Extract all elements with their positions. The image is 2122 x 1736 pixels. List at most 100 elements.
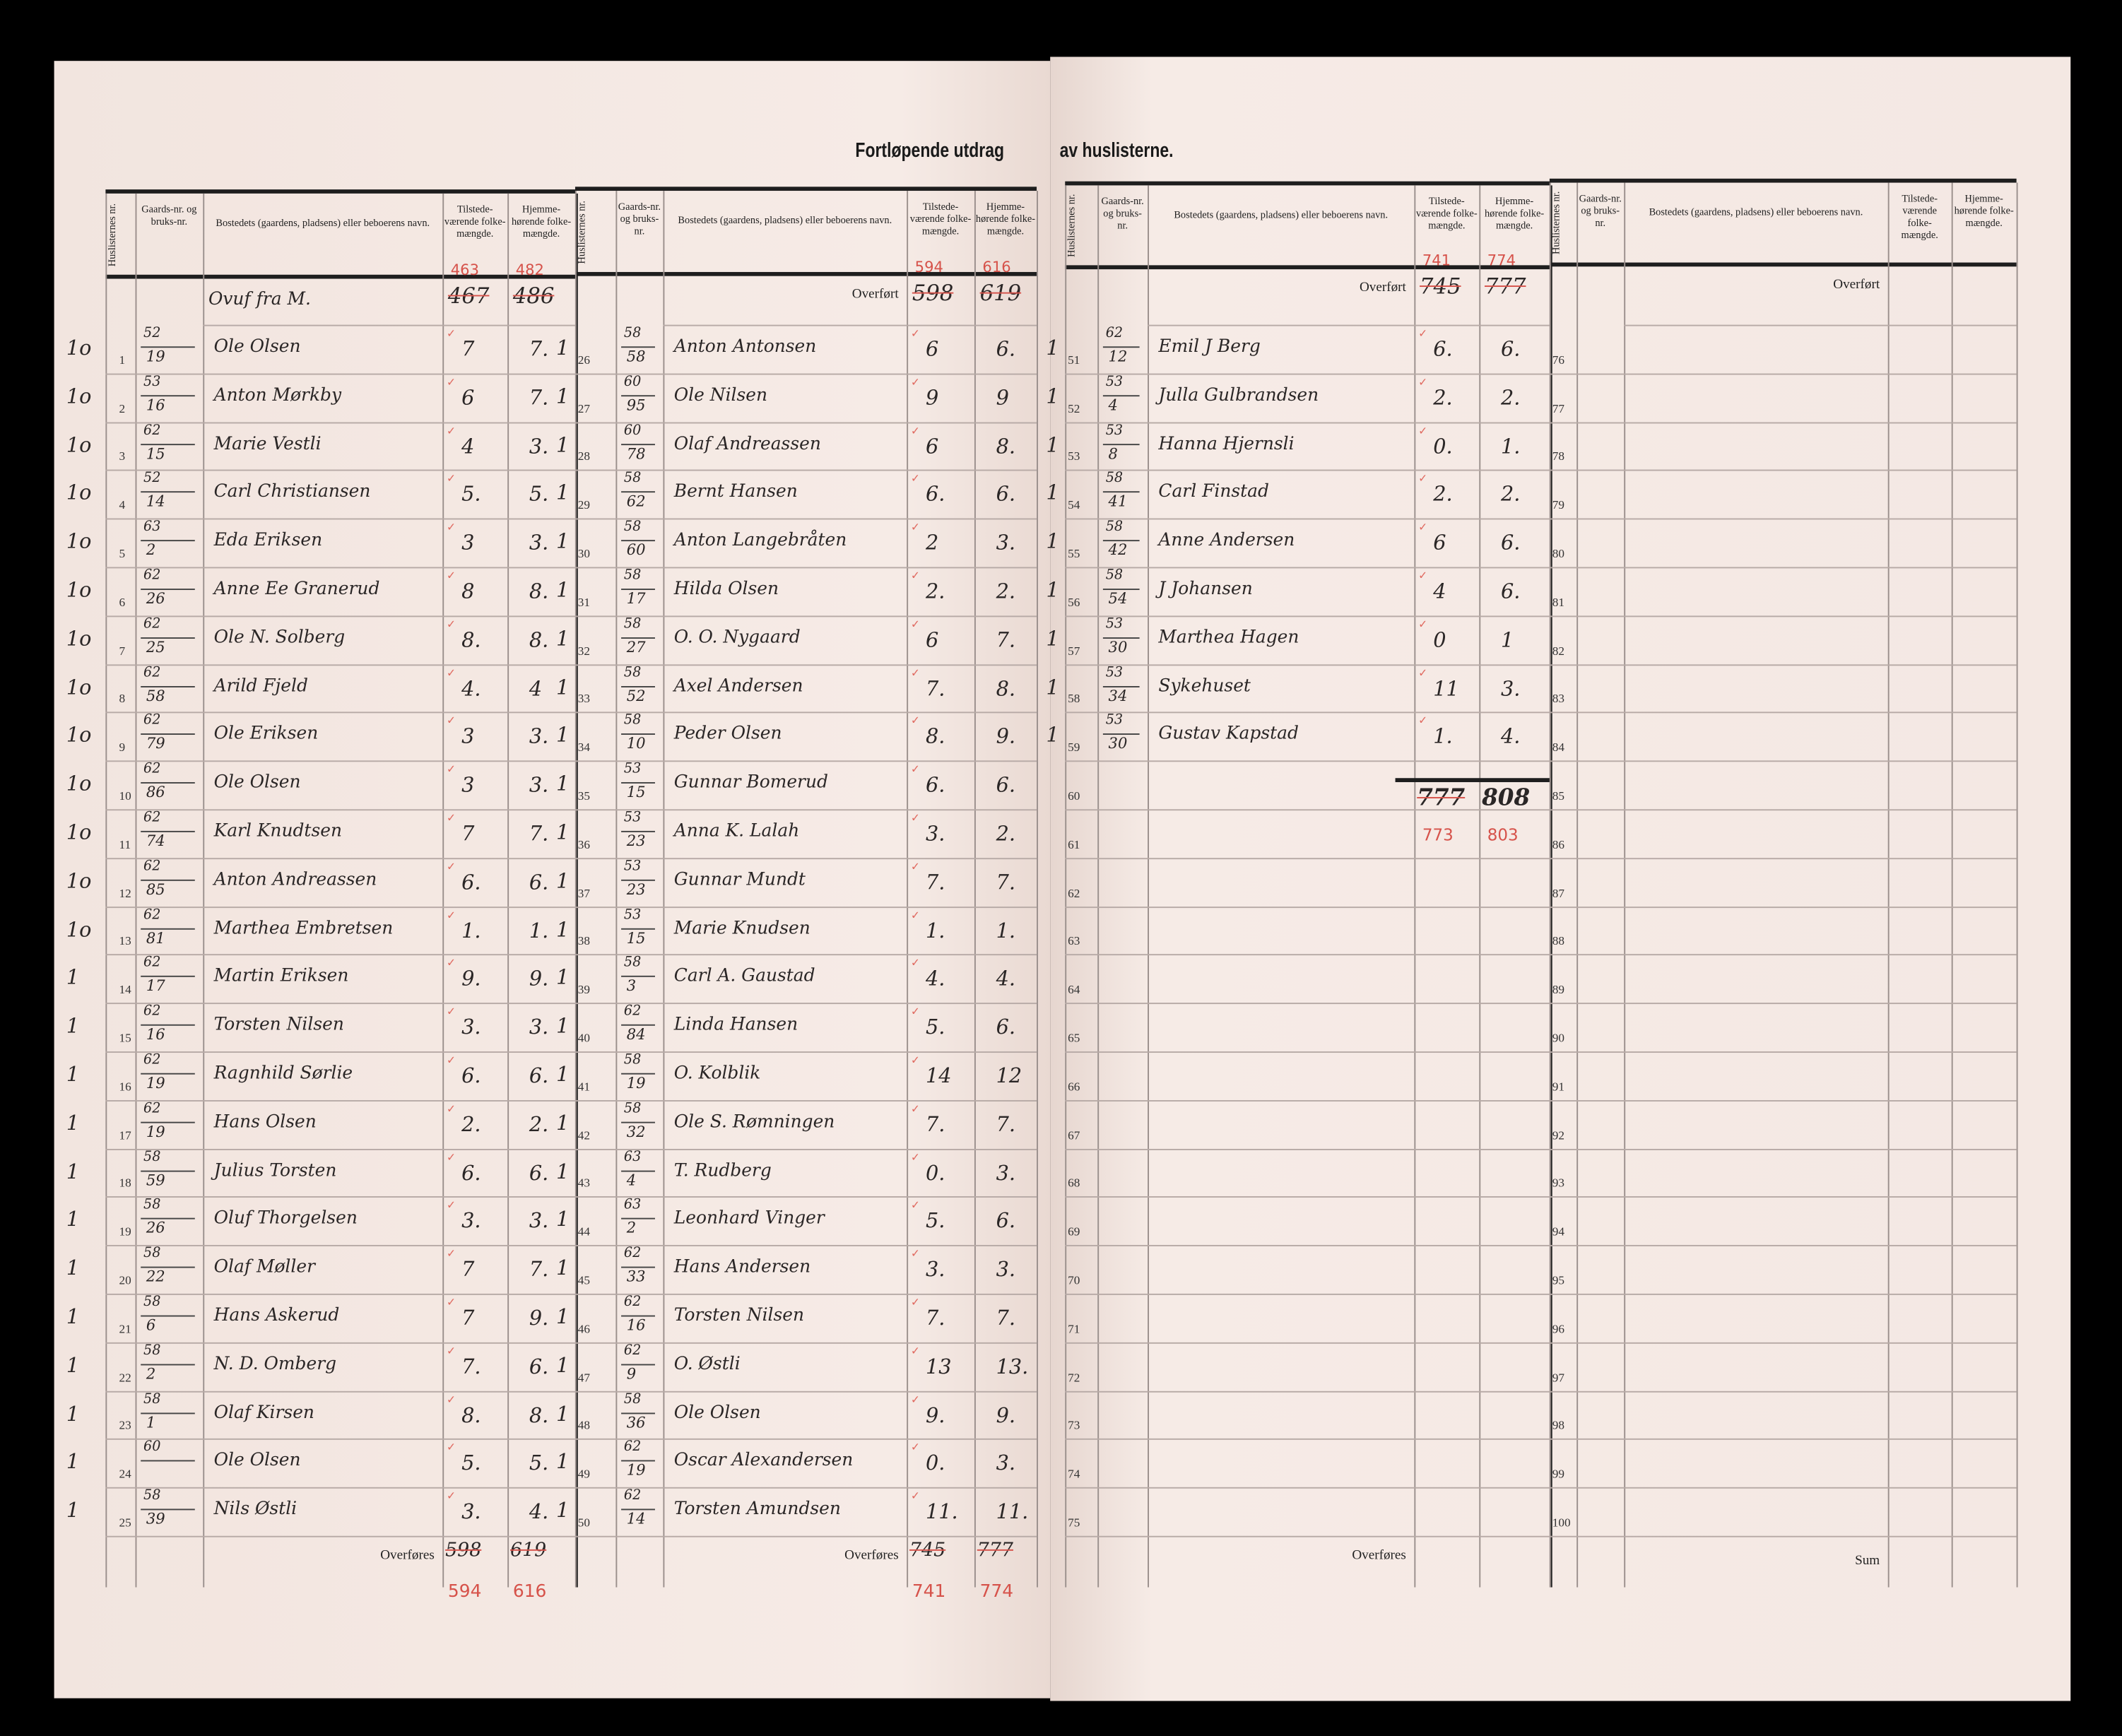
- column-divider: [135, 193, 137, 1588]
- row-number: 7: [119, 643, 126, 658]
- present-count: 6: [1433, 531, 1446, 555]
- bruks-nr: 4: [1108, 396, 1118, 414]
- present-count: 6: [461, 385, 475, 410]
- bruks-nr: 74: [146, 832, 165, 850]
- fraction-bar: [141, 1218, 195, 1220]
- resident-name: O. Østli: [673, 1354, 741, 1375]
- row-number: 26: [577, 353, 591, 367]
- check-mark: ✓: [447, 1053, 456, 1067]
- resident-count: 1.: [996, 918, 1015, 943]
- row-number: 55: [1068, 546, 1080, 560]
- row-number: 41: [577, 1079, 591, 1094]
- row-line: [1065, 906, 1550, 908]
- check-mark: ✓: [910, 521, 920, 533]
- overfores-label: Overføres: [380, 1547, 435, 1564]
- total-tilst: 777: [1417, 785, 1466, 813]
- row-line: [1065, 1148, 1550, 1150]
- row-number: 24: [119, 1467, 131, 1481]
- check-mark: ✓: [910, 618, 920, 631]
- column-divider: [2016, 182, 2018, 1588]
- present-count: 0: [1433, 627, 1446, 652]
- resident-count: 2.: [996, 821, 1015, 846]
- bruks-nr: 25: [146, 638, 165, 656]
- resident-count: 4: [529, 675, 543, 701]
- present-count: 7: [461, 1257, 475, 1282]
- gaard-nr: 63: [623, 1198, 642, 1213]
- row-line: [105, 1051, 575, 1053]
- check-mark: ✓: [447, 424, 456, 437]
- header-tilst: Tilstede-værende folke-mængde.: [1901, 191, 1938, 241]
- present-count: 7.: [925, 1306, 945, 1330]
- check-mark: ✓: [447, 957, 456, 970]
- carry-out-hjem: 619: [510, 1540, 547, 1562]
- row-number: 61: [1068, 837, 1080, 851]
- row-mark: 1o: [66, 626, 92, 651]
- gaard-nr: 62: [143, 1101, 161, 1116]
- resident-count: 7.: [996, 1306, 1015, 1330]
- row-line: [105, 857, 575, 859]
- row-mark: 1: [556, 1062, 570, 1087]
- check-mark: ✓: [447, 860, 456, 873]
- present-count: 2.: [461, 1111, 481, 1137]
- resident-name: Carl A. Gaustad: [673, 967, 815, 987]
- resident-count: 3.: [996, 1257, 1015, 1282]
- carry-in-tilst-red: 741: [1422, 252, 1451, 270]
- fraction-bar: [141, 1025, 195, 1027]
- present-count: 3.: [461, 1499, 481, 1524]
- row-number: 13: [119, 934, 131, 948]
- resident-count: 3.: [529, 772, 549, 798]
- gaard-nr: 62: [623, 1343, 642, 1359]
- resident-name: Emil J Berg: [1158, 336, 1261, 358]
- row-number: 93: [1552, 1176, 1564, 1191]
- bruks-nr: 2: [626, 1220, 637, 1238]
- resident-name: Torsten Nilsen: [673, 1306, 805, 1326]
- resident-count: 6.: [996, 1209, 1015, 1234]
- check-mark: ✓: [1418, 714, 1427, 728]
- resident-name: Marie Knudsen: [673, 918, 811, 939]
- fraction-bar: [621, 685, 655, 687]
- bruks-nr: 2: [146, 541, 156, 560]
- row-mark: 1o: [66, 820, 92, 845]
- present-count: 8.: [461, 1403, 481, 1427]
- fraction-bar: [621, 1266, 655, 1268]
- resident-name: Hanna Hjernsli: [1158, 434, 1295, 454]
- resident-name: Leonhard Vinger: [673, 1209, 825, 1229]
- row-mark: 1: [556, 965, 570, 990]
- resident-count: 2.: [529, 1111, 549, 1137]
- row-number: 84: [1552, 740, 1564, 755]
- fraction-bar: [621, 879, 655, 881]
- row-line: [1065, 1487, 1550, 1489]
- row-line: [1065, 567, 1550, 569]
- row-line: [1549, 615, 2017, 617]
- gaard-nr: 58: [623, 1053, 642, 1068]
- check-mark: ✓: [910, 1053, 920, 1067]
- gaard-nr: 62: [143, 423, 161, 438]
- gaard-nr: 58: [1105, 568, 1124, 584]
- resident-count: 7.: [996, 627, 1015, 652]
- carry-in-tilst-red: 594: [914, 258, 943, 276]
- resident-name: Karl Knudtsen: [213, 821, 343, 842]
- resident-count: 7.: [996, 870, 1015, 894]
- resident-count: 1.: [529, 918, 549, 943]
- row-line: [574, 1051, 1037, 1053]
- row-mark: 1o: [66, 577, 92, 603]
- present-count: 4.: [925, 967, 945, 991]
- row-number: 77: [1552, 401, 1564, 415]
- row-line: [105, 1196, 575, 1198]
- resident-count: 7.: [529, 1257, 549, 1282]
- row-number: 67: [1068, 1128, 1080, 1142]
- row-line: [1065, 1342, 1550, 1344]
- resident-count: 6.: [529, 1354, 549, 1379]
- present-count: 8: [461, 579, 475, 604]
- fraction-bar: [621, 1073, 655, 1075]
- row-number: 8: [119, 692, 126, 706]
- row-mark: 1: [66, 1352, 80, 1378]
- resident-count: 6.: [996, 1015, 1015, 1040]
- row-line: [574, 615, 1037, 617]
- row-line: [574, 1293, 1037, 1295]
- fraction-bar: [1102, 733, 1140, 736]
- row-number: 22: [119, 1370, 131, 1384]
- fraction-bar: [141, 394, 195, 396]
- row-line: [574, 1439, 1037, 1441]
- row-mark: 1: [556, 1498, 570, 1523]
